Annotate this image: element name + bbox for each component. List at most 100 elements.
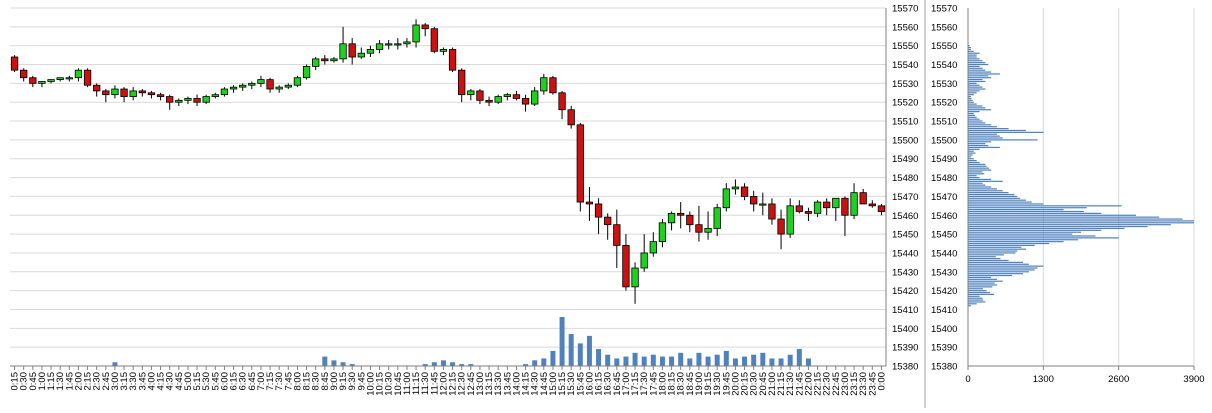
candle-down: [558, 92, 566, 111]
profile-bar: [968, 214, 1137, 216]
time-tick-label: 1:15: [46, 372, 57, 391]
candle-down: [512, 94, 521, 99]
candle-up: [394, 43, 402, 46]
profile-bar: [968, 178, 992, 181]
profile-bar: [968, 173, 985, 175]
volume-bar: [422, 364, 428, 366]
volume-bar: [340, 362, 346, 366]
time-tick-label: 19:45: [721, 372, 732, 396]
volume-bar: [322, 356, 328, 366]
candle-down: [868, 203, 876, 207]
volume-bar: [532, 360, 538, 366]
time-tick-label: 10:00: [365, 372, 376, 396]
candle-down: [348, 43, 356, 58]
volume-bar: [450, 362, 456, 366]
candle-up: [640, 252, 648, 269]
profile-bar: [968, 274, 1013, 277]
candle-down: [476, 90, 484, 101]
time-tick-label: 10:30: [384, 372, 395, 396]
volume-bar: [760, 352, 766, 366]
profile-bar: [968, 99, 973, 101]
time-tick-label: 16:45: [612, 372, 623, 396]
time-tick-label: 22:30: [822, 372, 833, 396]
candle-up: [813, 201, 822, 214]
time-tick-label: 16:15: [594, 372, 605, 396]
time-tick-label: 8:15: [302, 372, 313, 391]
profile-y-tick-label: 15380: [931, 362, 957, 373]
time-tick-label: 6:45: [247, 372, 258, 391]
candle-down: [102, 90, 110, 96]
candle-up: [722, 188, 730, 209]
profile-y-tick-label: 15440: [931, 248, 957, 259]
candle-up: [211, 94, 219, 97]
profile-x-tick-label: 1300: [1033, 374, 1054, 385]
candle-down: [193, 98, 201, 103]
time-tick-label: 14:45: [539, 372, 550, 396]
candle-down: [622, 245, 630, 288]
time-tick-label: 12:00: [438, 372, 449, 396]
profile-bar: [968, 239, 1079, 241]
candle-up: [731, 186, 740, 190]
profile-bar: [968, 256, 996, 258]
profile-bar: [968, 65, 980, 68]
profile-bar: [968, 199, 1026, 201]
candle-down: [613, 224, 621, 246]
volume-bar: [541, 358, 547, 366]
candle-grid: [10, 7, 886, 367]
volume-bar: [796, 349, 802, 366]
profile-y-tick-label: 15460: [931, 211, 957, 222]
profile-bar: [968, 265, 1044, 267]
time-tick-label: 21:45: [794, 372, 805, 396]
volume-bars: [112, 317, 811, 366]
candle-up: [713, 207, 721, 229]
profile-bar: [968, 293, 995, 295]
candle-up: [175, 99, 183, 103]
profile-bar: [968, 109, 992, 111]
profile-bar: [968, 288, 984, 290]
candle-down: [841, 197, 849, 216]
time-tick-label: 20:15: [740, 372, 751, 396]
time-tick-label: 0:45: [28, 372, 39, 391]
profile-x-tick-label: 2600: [1108, 374, 1129, 385]
candle-up: [850, 192, 858, 216]
candle-up: [275, 86, 283, 90]
candle-up: [74, 69, 83, 79]
profile-bar: [968, 135, 1000, 137]
price-tick-label: 15570: [892, 4, 918, 15]
candle-down: [795, 205, 803, 212]
candle-up: [467, 90, 475, 96]
candle-down: [740, 186, 749, 197]
candle-down: [448, 49, 457, 71]
candle-up: [257, 79, 265, 84]
profile-bar: [968, 73, 1000, 75]
profile-y-tick-label: 15470: [931, 192, 957, 203]
profile-bar: [968, 176, 980, 179]
profile-bar: [968, 192, 1009, 194]
profile-bar: [968, 148, 980, 150]
candle-down: [585, 201, 594, 205]
candle-down: [750, 196, 758, 205]
price-tick-label: 15500: [892, 135, 918, 146]
time-tick-label: 6:15: [229, 372, 240, 391]
candle-down: [777, 218, 785, 235]
volume-bar: [778, 358, 784, 366]
time-tick-label: 13:00: [475, 372, 486, 396]
profile-bars: [968, 45, 1194, 307]
time-tick-label: 4:30: [165, 372, 176, 391]
volume-bar: [696, 352, 702, 366]
profile-bar: [968, 75, 989, 77]
profile-bar: [968, 267, 1038, 269]
time-tick-label: 11:30: [420, 372, 431, 395]
profile-bar: [968, 259, 1009, 262]
price-tick-label: 15450: [892, 230, 918, 241]
candle-down: [804, 211, 813, 214]
profile-y-tick-label: 15400: [931, 324, 957, 335]
time-tick-label: 1:30: [55, 372, 66, 391]
time-tick-label: 5:45: [210, 372, 221, 391]
time-tick-label: 17:00: [621, 372, 632, 396]
profile-bar: [968, 224, 1171, 226]
time-tick-label: 10:45: [393, 372, 404, 396]
profile-bar: [968, 141, 992, 143]
candle-down: [677, 212, 685, 216]
candle-up: [439, 49, 448, 52]
